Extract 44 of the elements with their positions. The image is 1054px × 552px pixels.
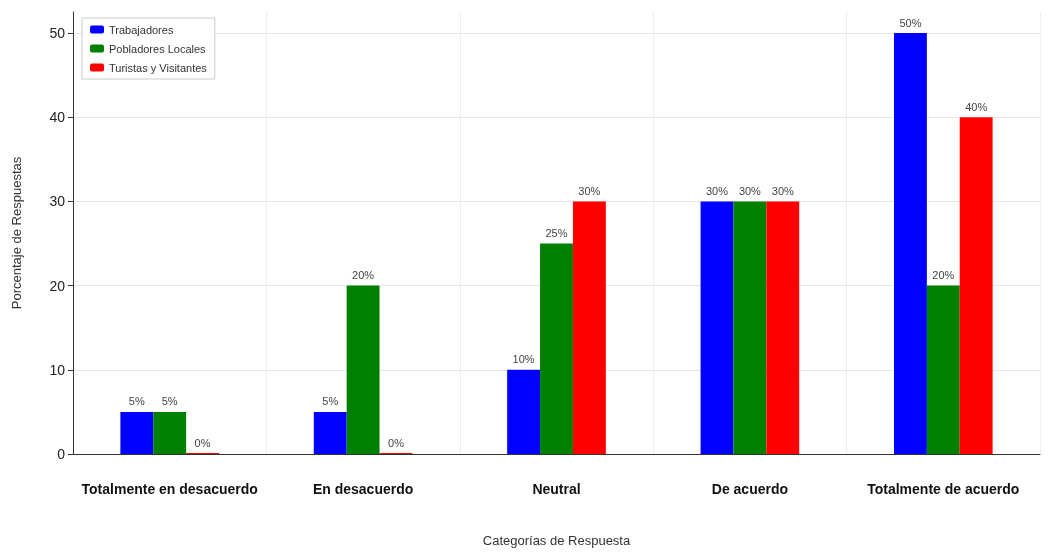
x-tick-label: De acuerdo <box>711 481 789 497</box>
legend-label: Pobladores Locales <box>109 42 207 55</box>
bar <box>540 243 573 454</box>
data-label: 20% <box>932 269 955 282</box>
x-tick-label: Neutral <box>532 481 581 497</box>
data-label: 5% <box>322 395 339 408</box>
y-tick-label: 0 <box>57 446 66 462</box>
x-axis-title: Categorías de Respuesta <box>482 533 631 548</box>
legend-label: Turistas y Visitantes <box>109 61 208 74</box>
legend-label: Trabajadores <box>109 23 174 36</box>
bar <box>893 33 927 454</box>
data-label: 10% <box>512 353 535 366</box>
data-label: 40% <box>965 100 988 113</box>
data-label: 30% <box>706 184 729 197</box>
data-label: 0% <box>194 436 211 449</box>
bar <box>507 369 541 454</box>
data-label: 50% <box>899 16 922 29</box>
data-label: 5% <box>128 395 145 408</box>
x-tick-label: Totalmente en desacuerdo <box>81 481 258 497</box>
y-tick-label: 20 <box>49 277 66 294</box>
bar <box>926 285 960 454</box>
x-tick-label: Totalmente de acuerdo <box>867 481 1020 497</box>
bar <box>153 411 187 454</box>
y-tick-label: 50 <box>49 25 66 42</box>
y-axis-title: Porcentaje de Respuestas <box>9 156 24 310</box>
bar <box>700 201 734 454</box>
bar <box>766 201 800 454</box>
data-label: 30% <box>578 184 601 197</box>
bar <box>346 285 380 454</box>
y-tick-label: 10 <box>49 361 66 378</box>
data-label: 20% <box>352 269 375 282</box>
data-label: 30% <box>738 184 762 197</box>
bar <box>572 201 606 454</box>
data-label: 25% <box>545 227 568 240</box>
x-tick-label: En desacuerdo <box>312 481 414 497</box>
y-tick-label: 40 <box>49 109 66 126</box>
bar <box>959 117 993 454</box>
data-label: 5% <box>161 395 178 408</box>
bar <box>120 411 154 454</box>
y-tick-label: 30 <box>49 193 66 210</box>
bar <box>733 201 767 454</box>
bar <box>313 411 347 454</box>
data-label: 0% <box>388 436 405 449</box>
data-label: 30% <box>771 184 794 197</box>
